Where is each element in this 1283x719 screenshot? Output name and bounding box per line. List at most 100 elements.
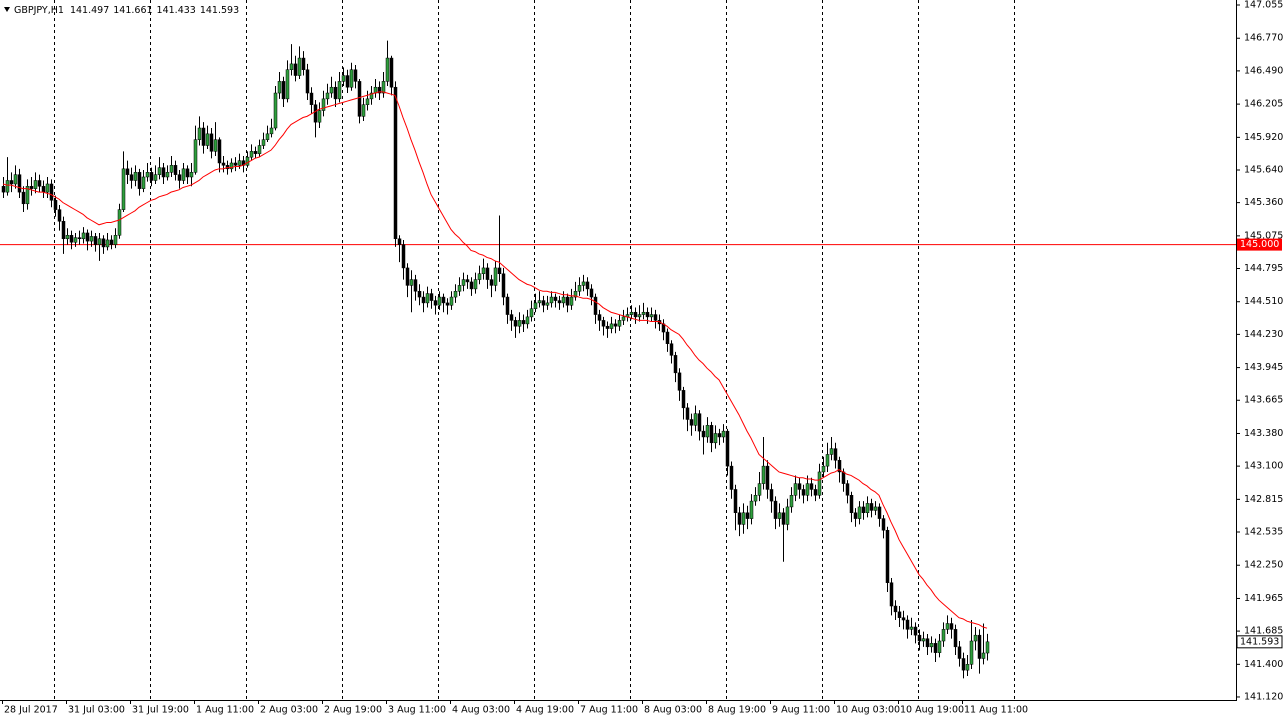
candle-body (821, 465, 826, 473)
x-tick-label: 3 Aug 11:00 (388, 705, 446, 716)
candle-body (461, 279, 466, 286)
candle-body (77, 237, 82, 240)
x-tick-label: 2 Aug 19:00 (324, 705, 382, 716)
candle-body (541, 300, 546, 306)
high: 141.661 (113, 5, 152, 16)
candle-body (289, 63, 294, 70)
candle-body (889, 582, 894, 607)
candle-body (265, 133, 270, 140)
candle-body (173, 165, 178, 175)
y-tick-label: 145.075 (1244, 230, 1283, 241)
candle-body (581, 281, 586, 286)
candle-body (629, 311, 634, 315)
y-tick-label: 145.360 (1244, 197, 1283, 208)
candle-body (397, 238, 402, 245)
candle-body (781, 512, 786, 525)
price-label: 141.593 (1240, 636, 1279, 647)
candle-body (597, 314, 602, 321)
candle-body (793, 483, 798, 496)
candle-body (105, 239, 110, 248)
candle-body (665, 331, 670, 344)
candle-body (649, 314, 654, 318)
candle-body (729, 465, 734, 490)
symbol: GBPJPY,H1 (14, 5, 64, 16)
candle-body (17, 174, 22, 193)
candle-body (89, 236, 94, 242)
candle-body (921, 638, 926, 642)
candle-body (293, 63, 298, 76)
candle-body (305, 69, 310, 94)
candle-body (901, 617, 906, 621)
candle-body (557, 300, 562, 304)
candle-body (61, 221, 66, 240)
candle-body (389, 57, 394, 88)
candle-body (417, 290, 422, 298)
y-tick-label: 141.400 (1244, 659, 1283, 670)
candle-body (45, 183, 50, 193)
candle-body (117, 209, 122, 236)
candle-body (949, 623, 954, 630)
x-tick-label: 7 Aug 11:00 (580, 705, 638, 716)
candle-body (689, 419, 694, 426)
x-tick-label: 9 Aug 11:00 (772, 705, 830, 716)
menu-arrow[interactable] (4, 7, 10, 12)
candle-body (485, 267, 490, 280)
candle-body (481, 267, 486, 275)
candle-body (257, 145, 262, 154)
y-tick-label: 145.640 (1244, 164, 1283, 175)
candle-body (701, 430, 706, 438)
candle-body (109, 239, 114, 245)
candle-body (69, 235, 74, 243)
x-tick-label: 2 Aug 03:00 (260, 705, 318, 716)
candle-body (809, 483, 814, 490)
candle-body (529, 308, 534, 318)
candle-body (457, 285, 462, 292)
candle-body (933, 643, 938, 653)
candle-body (533, 302, 538, 309)
candle-body (785, 506, 790, 525)
candle-body (521, 320, 526, 325)
candle-body (377, 86, 382, 94)
candle-body (777, 512, 782, 519)
candle-body (449, 296, 454, 306)
candle-body (349, 69, 354, 88)
candle-body (193, 139, 198, 173)
y-tick-label: 141.965 (1244, 593, 1283, 604)
candle-body (605, 325, 610, 329)
candle-body (353, 69, 358, 82)
candle-body (893, 605, 898, 613)
candle-body (149, 172, 154, 181)
candle-body (225, 165, 230, 170)
candle-body (329, 86, 334, 94)
candle-body (313, 104, 318, 123)
candle-body (413, 279, 418, 292)
candle-body (177, 174, 182, 181)
candle-body (865, 503, 870, 514)
candle-body (249, 151, 254, 158)
candle-body (325, 92, 330, 100)
candle-body (97, 238, 102, 245)
candle-body (269, 127, 274, 135)
candle-body (473, 279, 478, 290)
y-tick-label: 142.250 (1244, 560, 1283, 571)
candle-body (869, 503, 874, 511)
x-tick-label: 4 Aug 19:00 (516, 705, 574, 716)
candle-body (497, 267, 502, 275)
candle-body (877, 506, 882, 519)
candle-body (945, 623, 950, 630)
candle-body (725, 430, 730, 467)
candle-body (833, 448, 838, 461)
candle-body (589, 288, 594, 298)
candle-body (125, 168, 130, 175)
y-tick-label: 143.380 (1244, 428, 1283, 439)
candle-body (297, 57, 302, 76)
candle-body (737, 512, 742, 525)
candle-body (673, 355, 678, 374)
candle-body (549, 296, 554, 304)
candle-body (745, 512, 750, 519)
candle-body (453, 290, 458, 298)
candle-body (977, 634, 982, 659)
y-tick-label: 146.770 (1244, 33, 1283, 44)
candle-body (169, 165, 174, 173)
candle-body (517, 320, 522, 327)
